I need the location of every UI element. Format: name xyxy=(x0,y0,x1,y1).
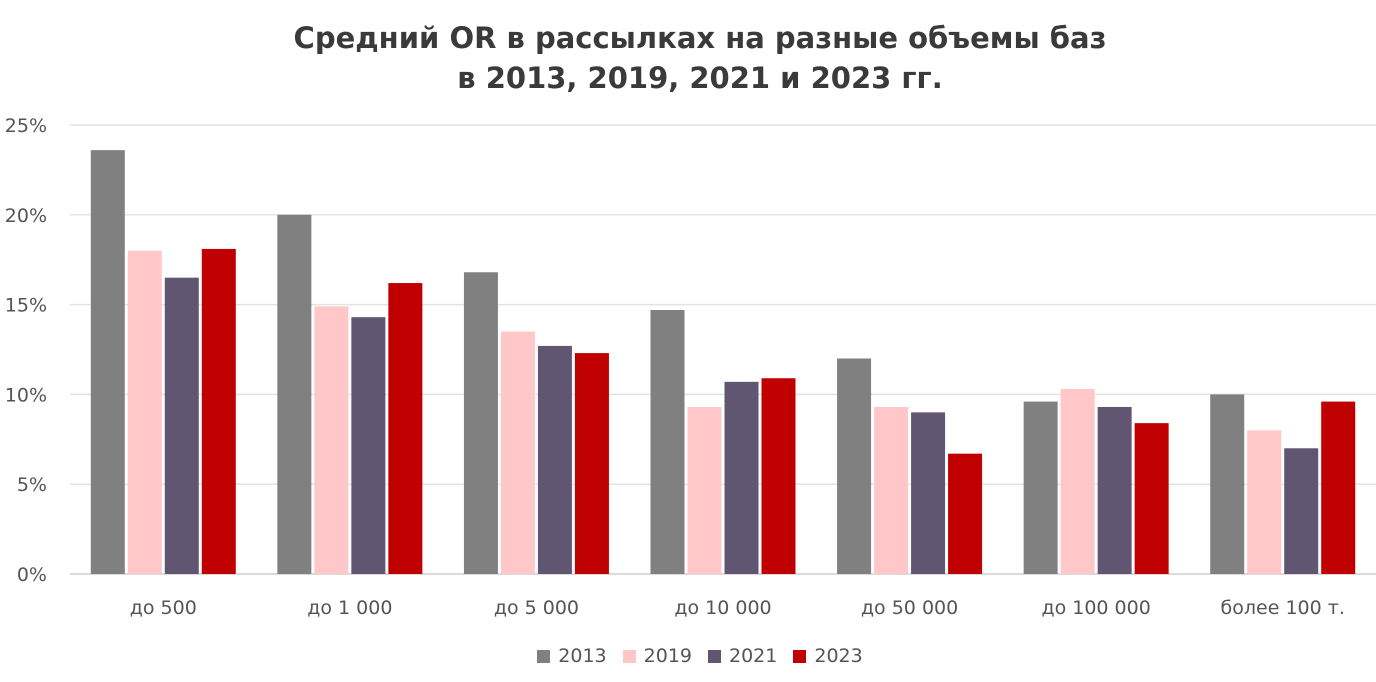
legend-swatch xyxy=(708,649,721,663)
x-tick-label: до 50 000 xyxy=(861,597,958,619)
bar-2021 xyxy=(537,345,572,574)
bar-2013 xyxy=(837,358,872,574)
y-tick-label: 0% xyxy=(17,564,47,586)
x-tick-label: до 1 000 xyxy=(307,597,392,619)
bar-2023 xyxy=(948,453,983,574)
chart-title: Средний OR в рассылках на разные объемы … xyxy=(0,18,1376,98)
bar-2013 xyxy=(277,214,312,575)
x-tick-label: до 5 000 xyxy=(494,597,579,619)
legend-swatch xyxy=(537,649,551,663)
y-tick-label: 25% xyxy=(5,115,47,137)
bar-2019 xyxy=(1060,389,1095,574)
x-tick-label: более 100 т. xyxy=(1221,597,1345,619)
bar-2023 xyxy=(574,353,609,574)
bar-chart: 0% 5% 10% 15% 20% 25% до 500 до 1 000 до 5 000 до… xyxy=(5,115,1376,619)
bar-2023 xyxy=(1134,423,1169,574)
legend-label: 2021 xyxy=(729,645,778,667)
bar-2013 xyxy=(90,150,125,575)
bar-2013 xyxy=(650,309,685,574)
x-tick-label: до 100 000 xyxy=(1041,597,1150,619)
bar-2021 xyxy=(724,381,759,574)
legend-item: 2023 xyxy=(793,645,863,667)
y-tick-label: 20% xyxy=(5,205,47,227)
bar-2021 xyxy=(1097,406,1132,574)
legend-item: 2019 xyxy=(622,645,692,667)
bar-2013 xyxy=(1023,401,1058,574)
y-tick-label: 10% xyxy=(5,384,47,406)
bar-2013 xyxy=(463,272,498,574)
chart-title-line1: Средний OR в рассылках на разные объемы … xyxy=(293,21,1107,55)
bar-2019 xyxy=(874,406,909,574)
bar-2019 xyxy=(687,406,722,574)
y-tick-label: 15% xyxy=(5,295,47,317)
bar-2019 xyxy=(1247,430,1282,574)
legend-label: 2013 xyxy=(558,645,607,667)
bar-2019 xyxy=(127,250,162,574)
chart-title-line2: в 2013, 2019, 2021 и 2023 гг. xyxy=(457,61,943,95)
x-tick-label: до 500 xyxy=(130,597,197,619)
bar-2019 xyxy=(314,306,349,574)
x-tick-label: до 10 000 xyxy=(674,597,771,619)
bar-2023 xyxy=(201,248,236,574)
bar-2013 xyxy=(1210,394,1245,574)
legend-label: 2019 xyxy=(643,645,692,667)
bar-2021 xyxy=(1284,448,1319,574)
legend-swatch xyxy=(793,649,807,663)
bar-2021 xyxy=(164,277,199,574)
bar-2021 xyxy=(911,412,946,574)
legend-label: 2023 xyxy=(814,645,863,667)
legend-swatch xyxy=(622,649,636,663)
legend-item: 2013 xyxy=(537,645,607,667)
chart-legend: 2013 2019 2021 2023 xyxy=(0,645,1376,667)
bar-2019 xyxy=(500,331,535,574)
bar-2023 xyxy=(1321,401,1356,574)
bar-2021 xyxy=(351,317,386,574)
y-tick-label: 5% xyxy=(17,474,47,496)
legend-item: 2021 xyxy=(708,645,777,667)
bar-2023 xyxy=(388,283,423,574)
bar-2023 xyxy=(761,378,796,574)
